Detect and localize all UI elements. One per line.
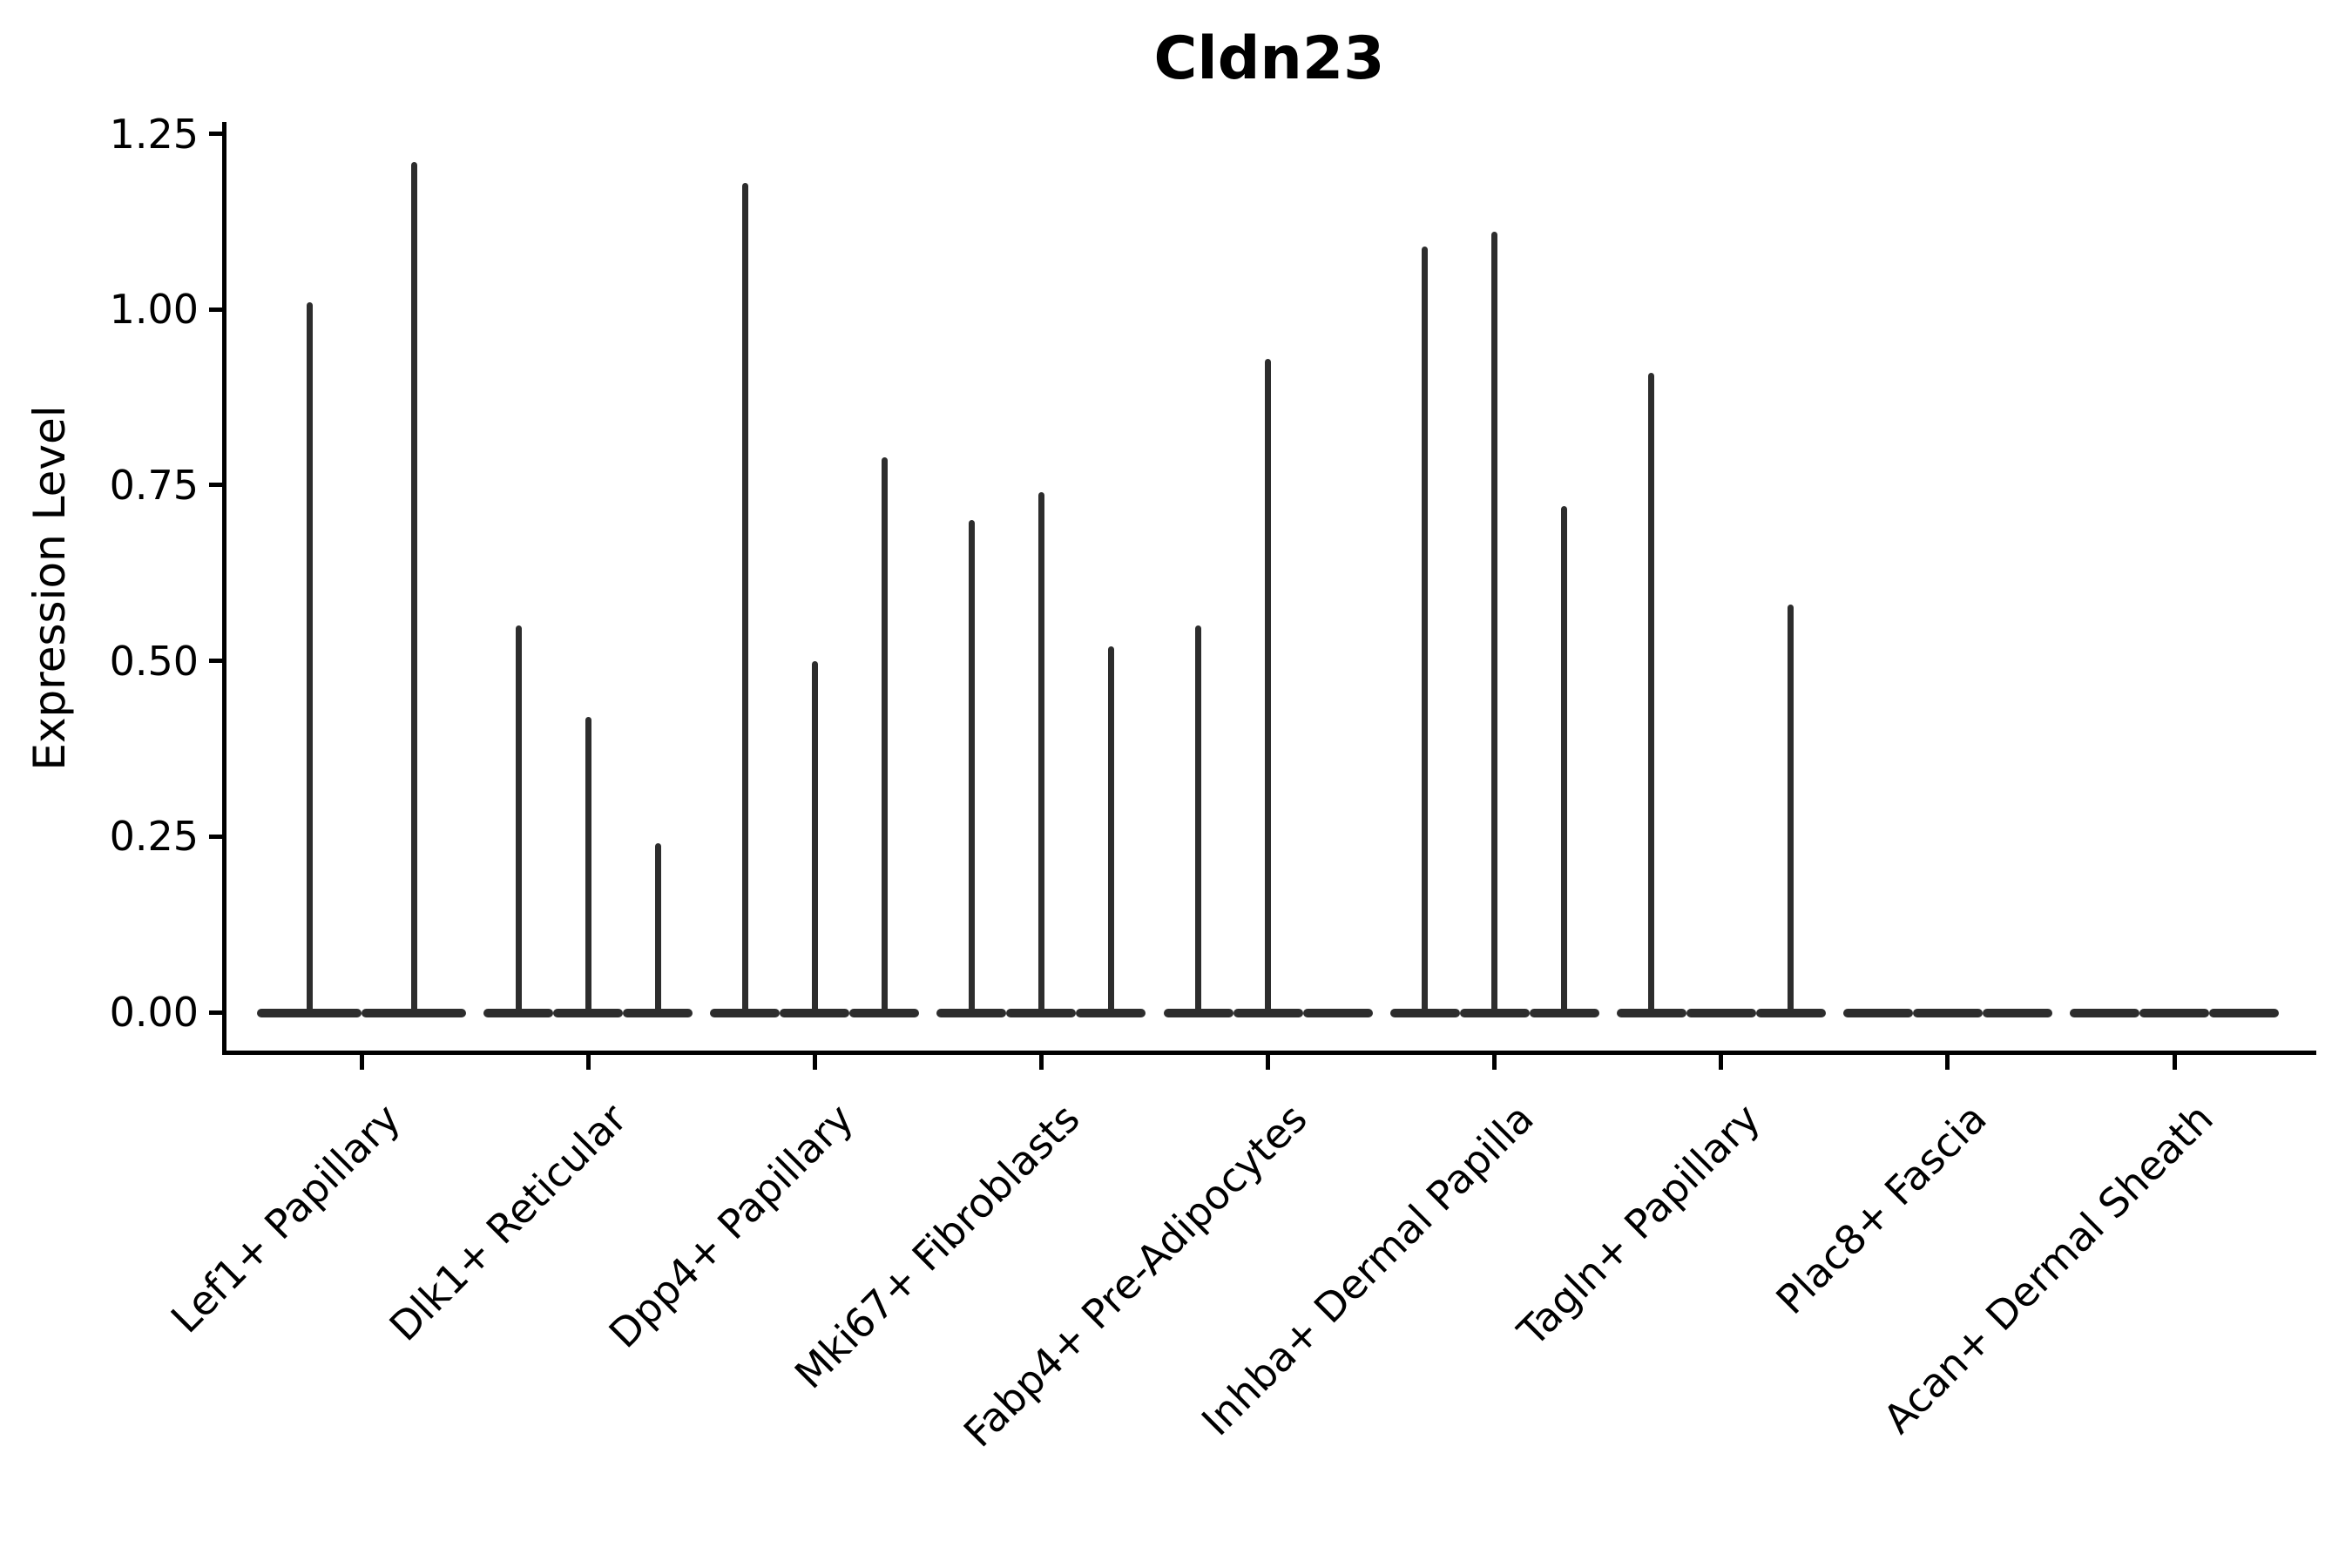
violin-spike [881,456,888,1015]
chart-title: Cldn23 [1153,24,1385,93]
violin-spike [1491,232,1498,1015]
violin-spike [968,520,975,1015]
y-tick-mark [209,307,224,312]
violin-spike [654,843,661,1015]
violin-body [2139,1009,2209,1017]
violin-body [1302,1009,1373,1017]
violin-spike [1195,625,1201,1015]
violin-spike [1422,246,1429,1015]
x-axis-line [222,1051,2316,1055]
x-axis-category-label: Dpp4+ Papillary [599,1094,863,1357]
y-tick-mark [209,834,224,839]
x-axis-category-label: Tagln+ Papillary [1508,1094,1769,1355]
y-tick-mark [209,483,224,488]
y-tick-label: 0.25 [109,813,199,861]
y-tick-label: 0.50 [109,637,199,685]
y-tick-label: 0.75 [109,461,199,509]
y-tick-mark [209,659,224,664]
violin-spike [410,161,417,1015]
violin-body [2209,1009,2279,1017]
violin-body [2070,1009,2139,1017]
y-axis-line [222,122,226,1055]
x-tick-mark [1492,1055,1497,1070]
x-tick-mark [359,1055,364,1070]
x-axis-category-label: Dlk1+ Reticular [380,1094,636,1350]
violin-spike [741,182,748,1015]
violin-spike [1037,491,1044,1015]
violin-spike [1265,358,1271,1015]
x-tick-mark [812,1055,817,1070]
violin-spike [811,660,818,1015]
violin-spike [1648,372,1655,1015]
violin-body [1842,1009,1913,1017]
x-tick-mark [1945,1055,1950,1070]
x-tick-mark [2172,1055,2177,1070]
x-tick-mark [1266,1055,1270,1070]
x-tick-mark [1038,1055,1044,1070]
violin-spike [515,625,522,1015]
y-tick-label: 1.25 [109,110,199,158]
y-tick-mark [209,132,224,136]
x-axis-category-label: Lef1+ Papillary [161,1094,409,1342]
violin-spike [1107,646,1114,1015]
violin-spike [306,302,313,1015]
x-tick-mark [585,1055,591,1070]
y-tick-mark [209,1010,224,1015]
violin-body [1686,1009,1756,1017]
y-tick-label: 0.00 [109,989,199,1036]
violin-body [1912,1009,1983,1017]
violin-spike [585,717,591,1015]
violin-spike [1788,605,1794,1015]
violin-spike [1561,506,1568,1015]
violin-body [1982,1009,2052,1017]
x-axis-category-label: Plac8+ Fascia [1767,1094,1996,1323]
x-tick-mark [1719,1055,1724,1070]
y-tick-label: 1.00 [109,286,199,334]
y-axis-label: Expression Level [24,405,75,771]
